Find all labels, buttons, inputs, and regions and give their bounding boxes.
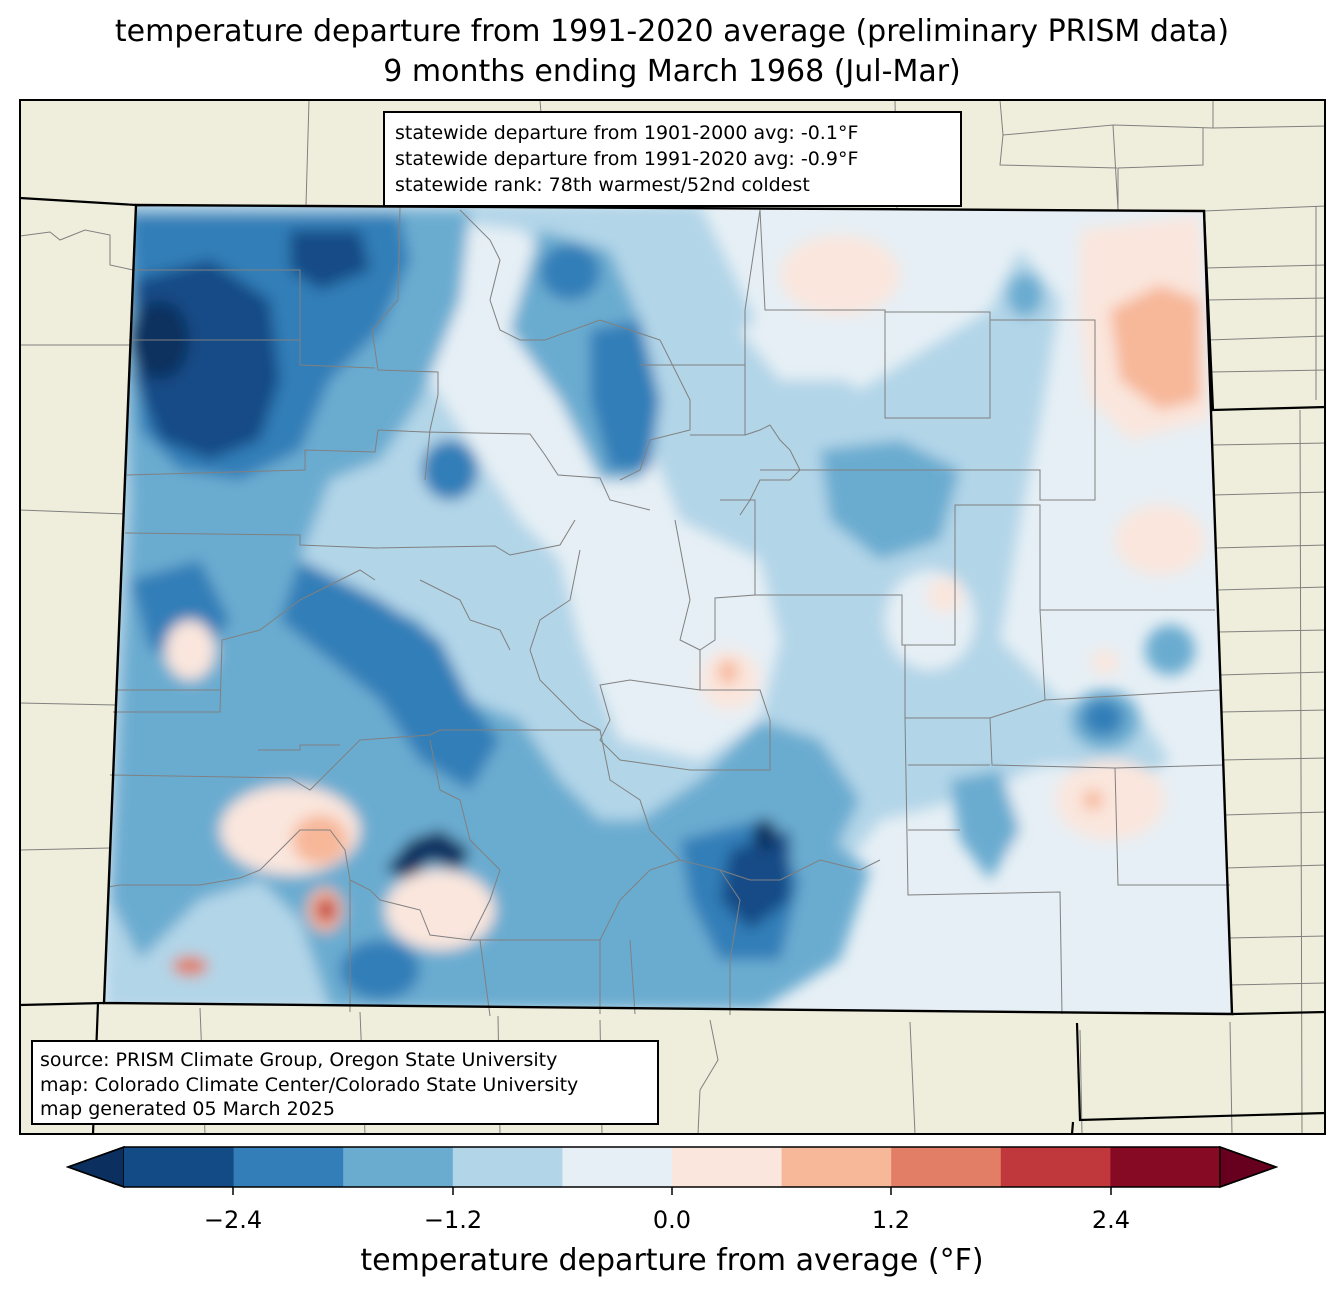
colorado-county-lines [107,206,1230,1017]
colorbar-swatch [562,1147,673,1187]
colorbar-swatch [1000,1147,1111,1187]
colorado-border [102,203,1234,1016]
colorbar-tick-label: −1.2 [424,1206,482,1234]
colorbar-min-extend [65,1145,125,1189]
map-credit-line: map: Colorado Climate Center/Colorado St… [40,1073,579,1096]
colorbar-swatch [672,1147,783,1187]
source-line: source: PRISM Climate Group, Oregon Stat… [40,1049,558,1071]
statewide-stats-box: statewide departure from 1901-2000 avg: … [383,111,962,207]
stats-departure-1901-2000: statewide departure from 1901-2000 avg: … [395,122,859,144]
colorbar-outline [65,1146,1279,1188]
colorbar-tick-label: −2.4 [204,1206,262,1234]
colorbar-swatch [452,1147,563,1187]
colorbar-tick-label: 1.2 [872,1206,910,1234]
colorbar-label: temperature departure from average (°F) [360,1243,984,1278]
colorbar-swatch [781,1147,892,1187]
colorbar-swatch [233,1147,344,1187]
map-subtitle: 9 months ending March 1968 (Jul-Mar) [383,54,961,89]
colorbar-tick-label: 2.4 [1092,1206,1130,1234]
colorbar-swatch [343,1147,454,1187]
stats-departure-1991-2020: statewide departure from 1991-2020 avg: … [395,148,859,170]
colorbar-swatch [1110,1147,1221,1187]
colorbar-tick-label: 0.0 [653,1206,691,1234]
source-box: source: PRISM Climate Group, Oregon Stat… [31,1040,659,1125]
colorbar-ticks [232,1187,1112,1195]
colorbar-swatches [124,1147,1221,1187]
map-frame [19,99,1326,1135]
colorbar-swatch [124,1147,235,1187]
generated-date-line: map generated 05 March 2025 [40,1098,335,1120]
colorbar-max-extend [1219,1145,1279,1189]
map-title: temperature departure from 1991-2020 ave… [114,14,1230,49]
stats-rank: statewide rank: 78th warmest/52nd coldes… [395,174,810,196]
colorbar-swatch [891,1147,1002,1187]
